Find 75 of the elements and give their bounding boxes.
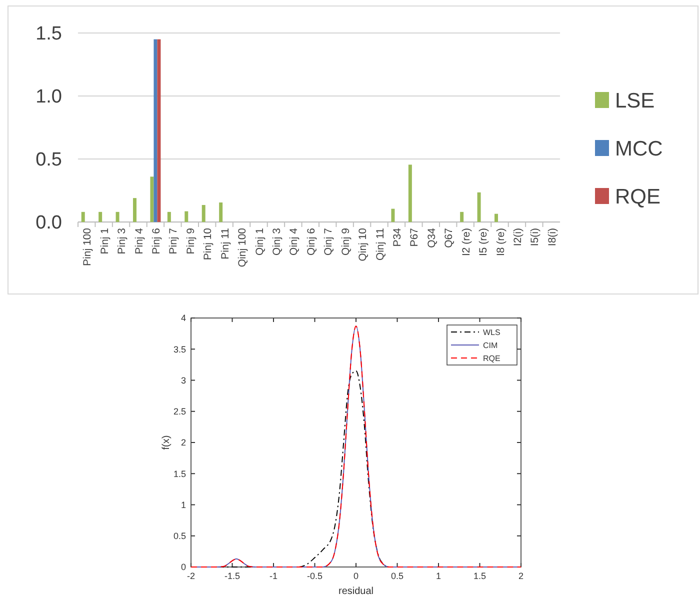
- x-tick-label: Pinj 4: [133, 228, 146, 254]
- y-tick-label: 1.5: [36, 24, 62, 45]
- line-series: [190, 326, 522, 568]
- bar: [408, 164, 412, 222]
- y-axis-title: f(x): [161, 435, 172, 450]
- bar: [494, 214, 498, 222]
- x-tick-label: I8(i): [546, 228, 558, 246]
- x-tick-label: -1.5: [224, 571, 240, 581]
- legend-label: RQE: [615, 185, 661, 208]
- y-tick-label: 1: [180, 500, 186, 510]
- x-tick-label: Qinj 7: [322, 228, 335, 256]
- bar: [202, 204, 206, 222]
- x-tick-label: Q34: [426, 228, 438, 248]
- y-tick-label: 0: [180, 562, 186, 572]
- x-tick-label: I5(i): [529, 228, 542, 246]
- y-tick-label: 4: [180, 313, 186, 324]
- legend-label: WLS: [483, 328, 500, 337]
- x-tick-label: Qinj 4: [288, 228, 300, 256]
- bar: [460, 212, 464, 222]
- bar: [184, 211, 188, 222]
- y-tick-label: 0.5: [36, 150, 62, 171]
- y-tick-label: 3.5: [173, 344, 186, 354]
- x-tick-label: 1.5: [473, 571, 486, 581]
- y-tick-label: 2.5: [173, 406, 186, 417]
- x-tick-label: Qinj 3: [270, 228, 283, 256]
- bar: [81, 212, 85, 222]
- x-tick-label: 0.5: [390, 571, 404, 581]
- x-tick-label: Pinj 100: [82, 228, 94, 266]
- x-tick-label: Pinj 11: [219, 228, 232, 260]
- x-tick-label: P67: [408, 228, 421, 247]
- bar: [391, 208, 395, 222]
- bar: [116, 212, 120, 222]
- y-tick-label: 1.5: [173, 468, 186, 479]
- y-tick-label: 1.0: [36, 86, 62, 108]
- x-tick-label: P34: [391, 228, 404, 247]
- x-tick-label: -2: [186, 571, 196, 581]
- x-tick-label: 0: [353, 571, 359, 581]
- x-tick-label: I2(i): [512, 228, 524, 246]
- bar: [133, 198, 136, 222]
- x-tick-label: I8 (re): [494, 228, 507, 256]
- x-tick-label: 1: [436, 571, 442, 581]
- x-tick-label: Q67: [443, 228, 456, 248]
- bar: [157, 39, 161, 222]
- y-tick-label: 0.5: [173, 531, 186, 542]
- x-tick-label: Qinj 100: [236, 228, 249, 268]
- y-tick-label: 2: [180, 438, 186, 448]
- x-tick-label: Qinj 11: [374, 228, 386, 260]
- x-tick-label: -0.5: [306, 571, 323, 581]
- x-tick-label: Pinj 3: [116, 228, 128, 254]
- x-tick-label: Qinj 6: [305, 228, 318, 256]
- y-tick-label: 0.0: [36, 212, 62, 234]
- x-tick-label: I5 (re): [478, 228, 490, 256]
- legend-label: LSE: [615, 89, 655, 112]
- bar: [150, 176, 154, 222]
- x-tick-label: Qinj 9: [340, 228, 352, 256]
- legend-label: MCC: [615, 137, 663, 160]
- bar: [98, 212, 102, 222]
- x-tick-label: Pinj 7: [168, 228, 180, 254]
- x-tick-label: Pinj 6: [150, 228, 162, 254]
- x-tick-label: Qinj 10: [357, 228, 370, 262]
- x-tick-label: Pinj 1: [98, 228, 111, 254]
- x-axis-title: residual: [338, 586, 374, 597]
- x-tick-label: Qinj 1: [254, 228, 266, 256]
- x-tick-label: Pinj 9: [184, 228, 197, 254]
- x-tick-label: -1: [269, 571, 278, 581]
- y-tick-label: 3: [180, 375, 186, 386]
- bar: [477, 192, 481, 222]
- bar: [154, 39, 158, 222]
- bar: [167, 212, 171, 222]
- legend-label: CIM: [483, 340, 498, 350]
- x-tick-label: I2 (re): [460, 228, 472, 256]
- legend-label: RQE: [483, 354, 500, 363]
- x-tick-label: Pinj 10: [202, 228, 214, 260]
- bar: [219, 202, 223, 222]
- x-tick-label: 2: [518, 571, 524, 581]
